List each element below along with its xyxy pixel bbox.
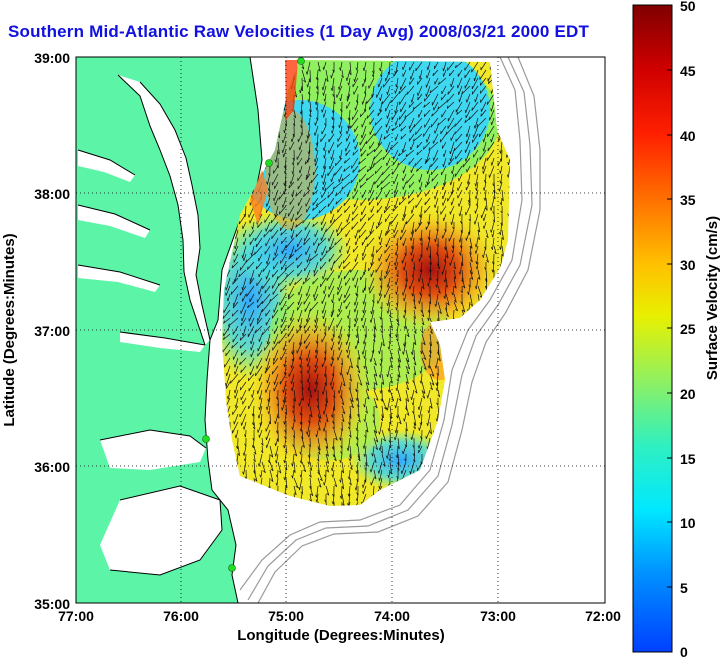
map-title: Southern Mid-Atlantic Raw Velocities (1 …: [8, 22, 590, 41]
bathymetry-contours: [239, 57, 541, 603]
station-marker: [297, 57, 305, 65]
radar-stations: [202, 57, 305, 572]
y-tick-label: 36:00: [34, 459, 70, 475]
colorbar-tick-label: 0: [680, 644, 688, 659]
colorbar-ticks: 50 45 40 35 30 25 20 15 10 5 0: [680, 0, 696, 659]
station-marker: [202, 435, 210, 443]
colorbar-tick-label: 40: [680, 128, 696, 144]
colorbar: [632, 4, 673, 653]
axes-frame: [75, 56, 606, 604]
station-marker: [265, 159, 273, 167]
x-axis-label: Longitude (Degrees:Minutes): [237, 627, 445, 644]
colorbar-tick-label: 15: [680, 451, 696, 467]
colorbar-tick-label: 20: [680, 386, 696, 402]
x-tick-label: 75:00: [268, 608, 304, 624]
colorbar-label: Surface Velocity (cm/s): [704, 216, 721, 380]
x-tick-label: 73:00: [480, 608, 516, 624]
colorbar-tick-label: 25: [680, 321, 696, 337]
y-tick-label: 35:00: [34, 596, 70, 612]
colorbar-tick-label: 50: [680, 0, 696, 14]
colorbar-tick-label: 5: [680, 580, 688, 596]
x-tick-label: 77:00: [58, 608, 94, 624]
colorbar-tick-label: 45: [680, 63, 696, 79]
y-axis-label: Latitude (Degrees:Minutes): [1, 233, 18, 426]
station-marker: [228, 564, 236, 572]
colorbar-tick-label: 10: [680, 515, 696, 531]
colorbar-tick-label: 35: [680, 192, 696, 208]
x-tick-label: 76:00: [163, 608, 199, 624]
y-tick-label: 37:00: [34, 323, 70, 339]
x-tick-label: 72:00: [585, 608, 621, 624]
grid: [76, 57, 605, 603]
y-tick-label: 38:00: [34, 186, 70, 202]
y-tick-label: 39:00: [34, 50, 70, 66]
chesapeake-bay: [118, 75, 210, 345]
x-tick-label: 74:00: [374, 608, 410, 624]
colorbar-tick-label: 30: [680, 257, 696, 273]
